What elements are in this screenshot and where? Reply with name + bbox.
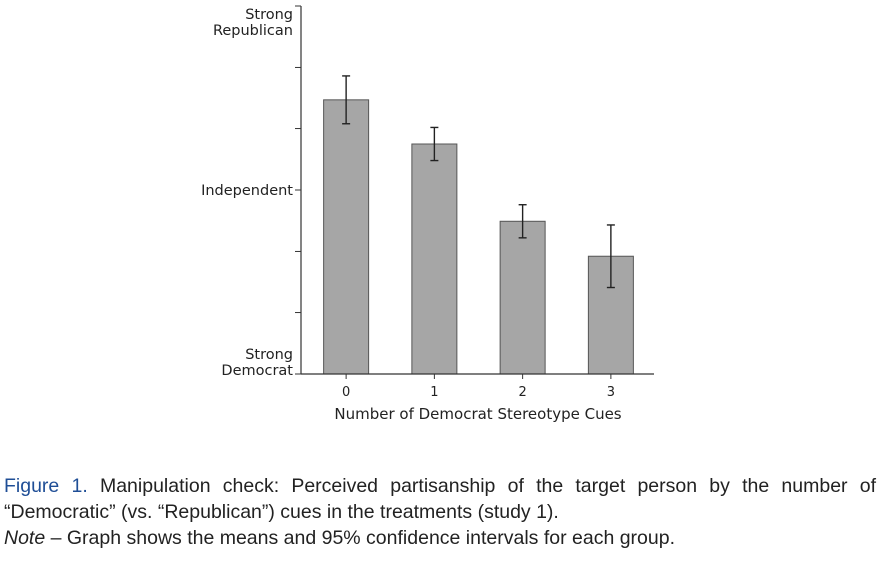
x-tick-label-2: 2 xyxy=(518,385,526,400)
figure-caption: Figure 1. Manipulation check: Perceived … xyxy=(4,473,876,551)
y-label-1: Independent xyxy=(201,183,293,199)
x-tick-label-1: 1 xyxy=(430,385,438,400)
y-label-0-line-0: Strong xyxy=(245,7,293,23)
y-label-0: Strong Republican xyxy=(213,7,293,39)
y-label-2: Strong Democrat xyxy=(221,347,293,379)
figure-label: Figure 1. xyxy=(4,475,88,497)
bars-group xyxy=(323,99,634,375)
ticks-group xyxy=(295,5,612,379)
x-tick-label-3: 3 xyxy=(607,385,615,400)
bar-2 xyxy=(499,220,546,375)
x-tick-label-0: 0 xyxy=(342,385,350,400)
caption-note: Note – Graph shows the means and 95% con… xyxy=(4,525,876,551)
y-label-2-line-0: Strong xyxy=(245,347,293,363)
caption-line-2: “Democratic” (vs. “Republican”) cues in … xyxy=(4,501,559,523)
note-label: Note xyxy=(4,527,46,549)
x-axis-label: Number of Democrat Stereotype Cues xyxy=(334,405,621,423)
bar-0 xyxy=(323,99,370,375)
y-label-1-line-0: Independent xyxy=(201,183,293,199)
error-bars-group xyxy=(342,75,615,289)
y-label-0-line-1: Republican xyxy=(213,23,293,39)
caption-line-1: Figure 1. Manipulation check: Perceived … xyxy=(4,473,876,499)
caption-text-1: Manipulation check: Perceived partisansh… xyxy=(99,475,877,497)
y-label-2-line-1: Democrat xyxy=(221,363,293,379)
bar-1 xyxy=(411,143,458,375)
note-text: – Graph shows the means and 95% confiden… xyxy=(45,527,675,549)
